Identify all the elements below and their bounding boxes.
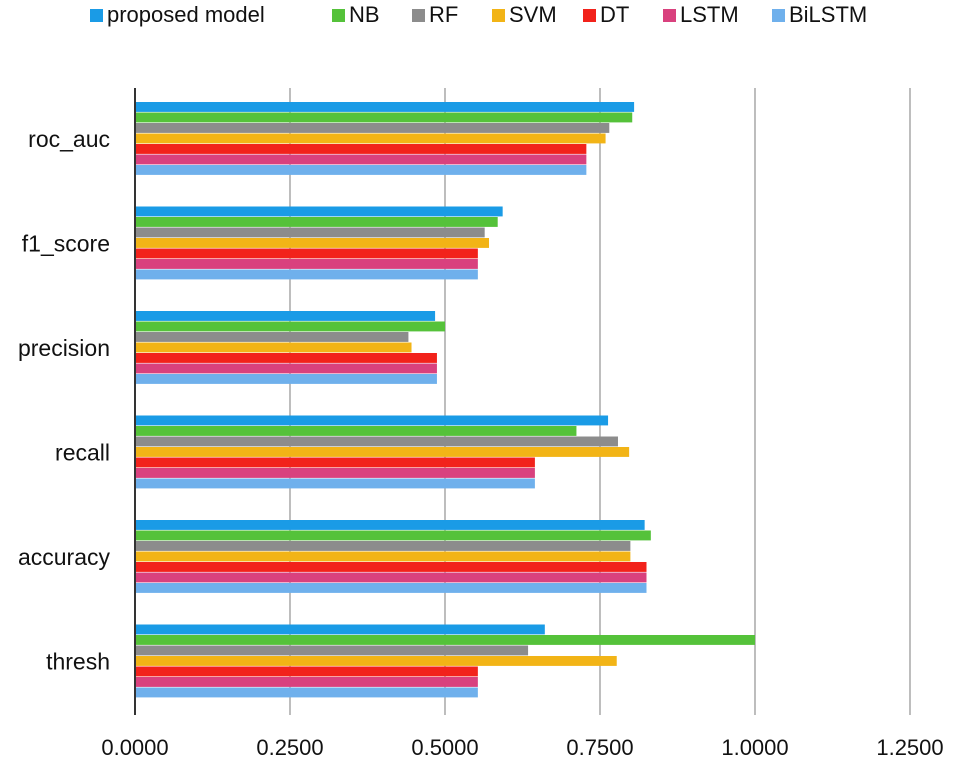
legend-label: BiLSTM <box>789 2 867 27</box>
bar-bilstm-precision <box>136 374 437 384</box>
bar-nb-thresh <box>136 635 755 645</box>
bar-lstm-f1_score <box>136 259 478 269</box>
bar-svm-roc_auc <box>136 133 606 144</box>
bar-rf-recall <box>136 436 618 447</box>
bar-rf-accuracy <box>136 541 631 551</box>
x-tick-label: 0.5000 <box>411 735 478 760</box>
x-tick-label: 1.2500 <box>876 735 943 760</box>
bar-nb-recall <box>136 426 577 436</box>
legend-swatch <box>492 9 505 22</box>
bar-svm-accuracy <box>136 551 631 562</box>
legend-swatch <box>412 9 425 22</box>
category-labels: roc_auc f1_score precision recall accuracy th… <box>18 126 111 675</box>
bar-nb-accuracy <box>136 530 651 541</box>
category-label: f1_score <box>22 230 110 256</box>
bar-lstm-precision <box>136 363 437 374</box>
x-tick-label: 0.2500 <box>256 735 323 760</box>
x-tick-labels: 0.0000 0.2500 0.5000 0.7500 1.0000 1.2500 <box>101 735 943 760</box>
bar-dt-accuracy <box>136 562 647 572</box>
bar-rf-roc_auc <box>136 123 610 133</box>
bar-lstm-roc_auc <box>136 154 587 165</box>
bar-dt-precision <box>136 353 437 363</box>
bar-lstm-recall <box>136 468 535 478</box>
bar-dt-thresh <box>136 666 478 677</box>
bar-bilstm-f1_score <box>136 269 478 280</box>
category-label: recall <box>55 439 110 465</box>
bar-bilstm-accuracy <box>136 583 647 593</box>
bar-lstm-accuracy <box>136 572 647 583</box>
legend-swatch <box>332 9 345 22</box>
bar-rf-f1_score <box>136 227 485 238</box>
x-tick-label: 0.7500 <box>566 735 633 760</box>
bar-dt-roc_auc <box>136 144 587 154</box>
legend-swatch <box>772 9 785 22</box>
legend-label: NB <box>349 2 380 27</box>
bar-proposed-model-precision <box>136 311 436 321</box>
bar-svm-thresh <box>136 656 617 666</box>
legend-label: DT <box>600 2 629 27</box>
bar-bilstm-roc_auc <box>136 165 587 175</box>
legend-swatch <box>90 9 103 22</box>
bar-svm-f1_score <box>136 238 490 248</box>
bar-bilstm-recall <box>136 478 535 489</box>
x-tick-label: 1.0000 <box>721 735 788 760</box>
bar-nb-roc_auc <box>136 112 633 123</box>
bar-rf-thresh <box>136 645 529 656</box>
bar-lstm-thresh <box>136 677 478 687</box>
category-label: precision <box>18 335 110 361</box>
bar-proposed-model-recall <box>136 415 609 426</box>
x-tick-label: 0.0000 <box>101 735 168 760</box>
category-label: accuracy <box>18 544 111 570</box>
legend-label: SVM <box>509 2 557 27</box>
bar-svm-recall <box>136 447 630 457</box>
bar-bilstm-thresh <box>136 687 478 698</box>
legend-label: LSTM <box>680 2 739 27</box>
bar-proposed-model-thresh <box>136 624 545 635</box>
legend-label: proposed model <box>107 2 265 27</box>
bars <box>136 102 755 698</box>
legend: proposed model NB RF SVM DT LSTM BiLSTM <box>90 2 867 27</box>
bar-dt-recall <box>136 457 535 468</box>
bar-proposed-model-accuracy <box>136 520 645 530</box>
gridlines <box>289 88 911 715</box>
legend-swatch <box>583 9 596 22</box>
bar-nb-f1_score <box>136 217 498 227</box>
bar-proposed-model-f1_score <box>136 206 503 217</box>
bar-proposed-model-roc_auc <box>136 102 635 112</box>
legend-label: RF <box>429 2 458 27</box>
category-label: roc_auc <box>28 126 110 152</box>
bar-svm-precision <box>136 342 412 353</box>
bar-nb-precision <box>136 321 445 332</box>
bar-rf-precision <box>136 332 409 342</box>
bar-dt-f1_score <box>136 248 478 259</box>
category-label: thresh <box>46 648 110 674</box>
legend-swatch <box>663 9 676 22</box>
